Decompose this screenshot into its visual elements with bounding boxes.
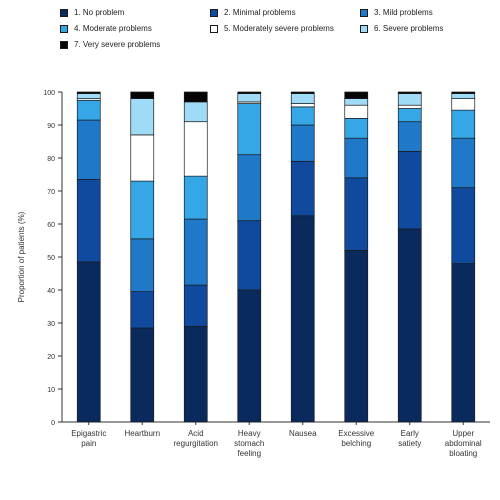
bar-segment xyxy=(130,238,155,293)
bar-segment xyxy=(451,109,476,139)
legend-swatch xyxy=(360,24,368,33)
x-tick-label: Excessive belching xyxy=(338,429,375,448)
legend-item: 1. No problem xyxy=(60,8,124,17)
x-tick-label: Heavy stomach feeling xyxy=(234,429,264,458)
bar-segment xyxy=(183,101,208,123)
bar-segment xyxy=(344,118,369,139)
bar-segment xyxy=(290,160,315,217)
bar-segment xyxy=(183,175,208,220)
bar-segment xyxy=(451,98,476,111)
y-tick-label: 40 xyxy=(47,288,55,295)
legend-label: 1. No problem xyxy=(74,8,125,17)
y-tick-label: 0 xyxy=(51,420,55,427)
legend-label: 6. Severe problems xyxy=(374,24,444,33)
bar-segment xyxy=(397,104,422,109)
bar-segment xyxy=(397,91,422,94)
bar-segment xyxy=(290,106,315,126)
bar-segment xyxy=(344,137,369,179)
legend-item: 4. Moderate problems xyxy=(60,24,152,33)
bar-segment xyxy=(290,93,315,104)
bar-segment xyxy=(290,215,315,423)
bar-segment xyxy=(237,91,262,94)
bar-segment xyxy=(397,121,422,152)
y-tick-label: 100 xyxy=(43,90,55,97)
bar-segment xyxy=(183,218,208,286)
x-tick-label: Epigastric pain xyxy=(71,429,106,448)
x-tick-label: Nausea xyxy=(289,429,317,438)
bar-segment xyxy=(451,91,476,94)
y-tick-label: 20 xyxy=(47,354,55,361)
bar-segment xyxy=(237,289,262,423)
bar-segment xyxy=(344,177,369,251)
bar-segment xyxy=(290,91,315,94)
y-tick-label: 50 xyxy=(47,255,55,262)
bar-segment xyxy=(130,291,155,329)
legend-swatch xyxy=(60,24,68,33)
y-tick-label: 30 xyxy=(47,321,55,328)
legend-label: 3. Mild problems xyxy=(374,8,433,17)
legend-item: 3. Mild problems xyxy=(360,8,433,17)
bar-segment xyxy=(290,124,315,162)
bar-segment xyxy=(451,263,476,423)
bar-segment xyxy=(76,179,101,263)
legend-item: 2. Minimal problems xyxy=(210,8,296,17)
bar-segment xyxy=(290,103,315,108)
legend-label: 5. Moderately severe problems xyxy=(224,24,334,33)
bar-segment xyxy=(183,91,208,103)
bar-segment xyxy=(76,91,101,94)
legend-item: 6. Severe problems xyxy=(360,24,443,33)
legend-swatch xyxy=(60,40,68,49)
bar-segment xyxy=(183,284,208,327)
bar-segment xyxy=(451,93,476,99)
bar-segment xyxy=(344,98,369,106)
x-tick-label: Heartburn xyxy=(124,429,160,438)
legend-swatch xyxy=(360,8,368,17)
bar-segment xyxy=(130,134,155,182)
y-axis-title: Proportion of patients (%) xyxy=(17,211,26,302)
bar-segment xyxy=(237,93,262,103)
bar-segment xyxy=(397,228,422,423)
bar-segment xyxy=(397,151,422,230)
y-tick-label: 70 xyxy=(47,189,55,196)
legend-label: 4. Moderate problems xyxy=(74,24,152,33)
bar-segment xyxy=(76,261,101,423)
legend-swatch xyxy=(60,8,68,17)
bar-segment xyxy=(451,187,476,264)
bar-segment xyxy=(130,327,155,423)
bar-segment xyxy=(183,325,208,423)
y-tick-label: 60 xyxy=(47,222,55,229)
bar-segment xyxy=(344,91,369,99)
legend-label: 7. Very severe problems xyxy=(74,40,161,49)
bar-segment xyxy=(76,119,101,180)
bar-segment xyxy=(76,99,101,121)
bar-segment xyxy=(397,93,422,106)
bar-segment xyxy=(397,108,422,123)
bar-segment xyxy=(237,220,262,291)
legend-swatch xyxy=(210,24,218,33)
y-tick-label: 90 xyxy=(47,123,55,130)
bar-segment xyxy=(344,104,369,119)
bar-segment xyxy=(130,91,155,99)
y-tick-label: 10 xyxy=(47,387,55,394)
y-tick-label: 80 xyxy=(47,156,55,163)
bar-segment xyxy=(183,121,208,177)
bar-segment xyxy=(130,180,155,240)
legend-item: 5. Moderately severe problems xyxy=(210,24,334,33)
bar-segment xyxy=(130,98,155,136)
bar-segment xyxy=(76,93,101,99)
legend-item: 7. Very severe problems xyxy=(60,40,160,49)
x-tick-label: Early satiety xyxy=(398,429,421,448)
bar-segment xyxy=(344,250,369,423)
legend-label: 2. Minimal problems xyxy=(224,8,296,17)
bar-segment xyxy=(237,154,262,222)
x-tick-label: Acid regurgitation xyxy=(174,429,218,448)
bar-segment xyxy=(237,103,262,156)
legend-swatch xyxy=(210,8,218,17)
bar-segment xyxy=(451,137,476,189)
x-tick-label: Upper abdominal bloating xyxy=(445,429,482,458)
